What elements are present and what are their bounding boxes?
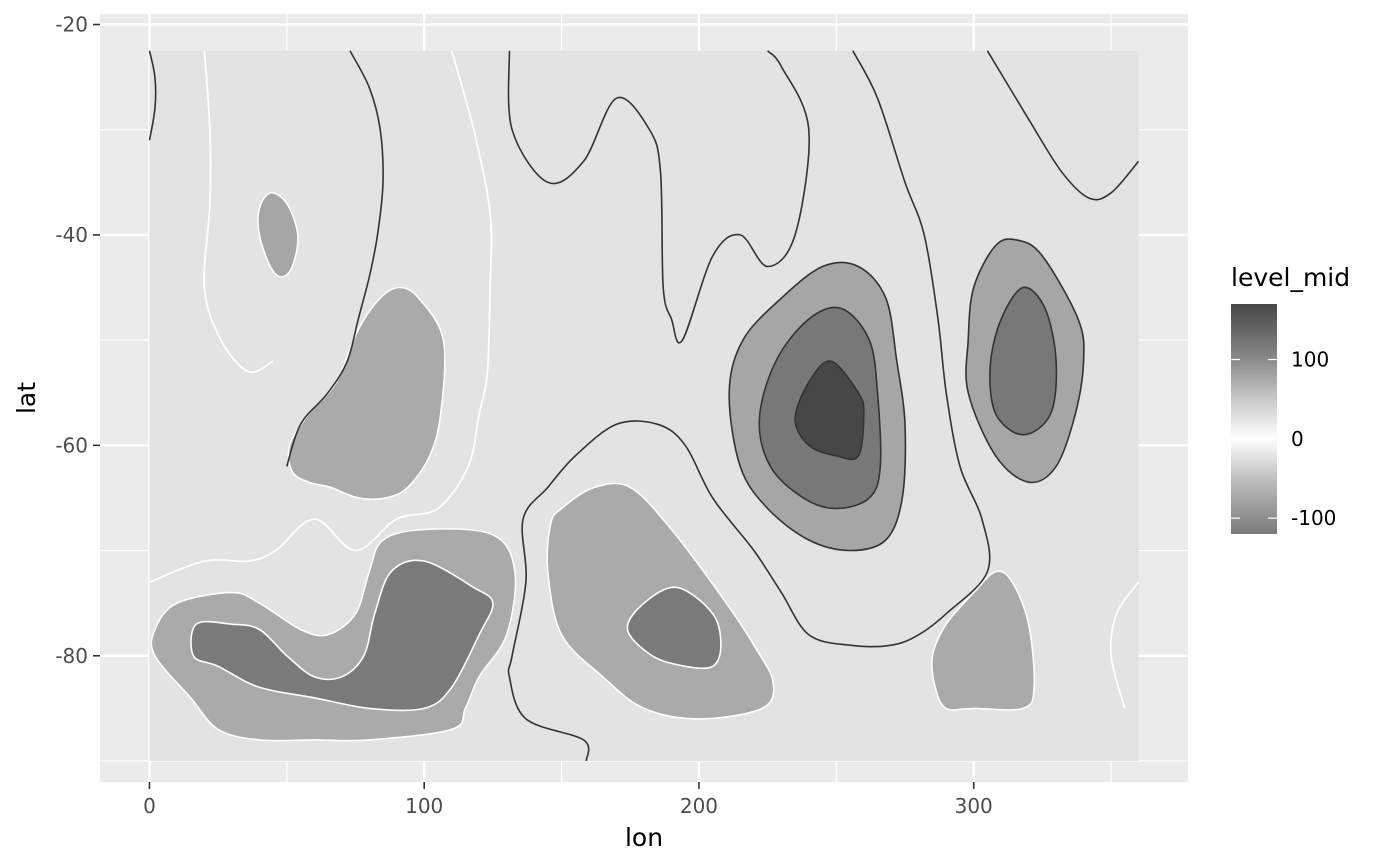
x-axis-title: lon xyxy=(625,823,663,852)
contour-line-line-a xyxy=(148,50,157,141)
contour-fill-layer xyxy=(149,50,1139,761)
contour-region-southeast-blob xyxy=(931,570,1036,711)
contour-line-line-b xyxy=(286,50,384,467)
contour-line-line-f xyxy=(203,50,274,374)
y-tick-label: -20 xyxy=(55,13,88,37)
y-tick-label: -80 xyxy=(55,644,88,668)
y-axis-title: lat xyxy=(12,382,41,414)
x-tick-label: 300 xyxy=(955,794,993,818)
legend-ticks: 100 0 -100 xyxy=(1231,348,1336,530)
contour-region-south-center-inner xyxy=(626,586,722,670)
y-tick-label: -40 xyxy=(55,223,88,247)
x-tick-label: 200 xyxy=(680,794,718,818)
contour-region-far-east-inner xyxy=(989,286,1058,436)
contour-line-line-c xyxy=(507,50,810,344)
contour-region-east-peak-inner xyxy=(794,360,865,461)
contour-region-west-blob-small xyxy=(257,191,299,278)
legend-tick-label: -100 xyxy=(1291,506,1336,530)
legend-colorbar xyxy=(1231,304,1277,534)
x-tick-label: 100 xyxy=(405,794,443,818)
x-tick-label: 0 xyxy=(143,794,156,818)
legend-title: level_mid xyxy=(1231,263,1350,292)
y-axis: -20 -40 -60 -80 xyxy=(55,13,100,668)
contour-line-layer xyxy=(148,50,1140,762)
contour-line-line-e xyxy=(986,50,1140,201)
y-tick-label: -60 xyxy=(55,433,88,457)
contour-line-line-d xyxy=(507,50,991,762)
contour-line-line-h xyxy=(1109,581,1140,709)
legend-tick-label: 100 xyxy=(1291,348,1329,372)
contour-line-line-g xyxy=(149,50,493,583)
legend-tick-label: 0 xyxy=(1291,427,1304,451)
x-axis: 0 100 200 300 xyxy=(143,782,993,818)
contour-region-southwest-inner xyxy=(190,559,494,712)
legend: level_mid 100 0 -100 xyxy=(1231,263,1350,534)
